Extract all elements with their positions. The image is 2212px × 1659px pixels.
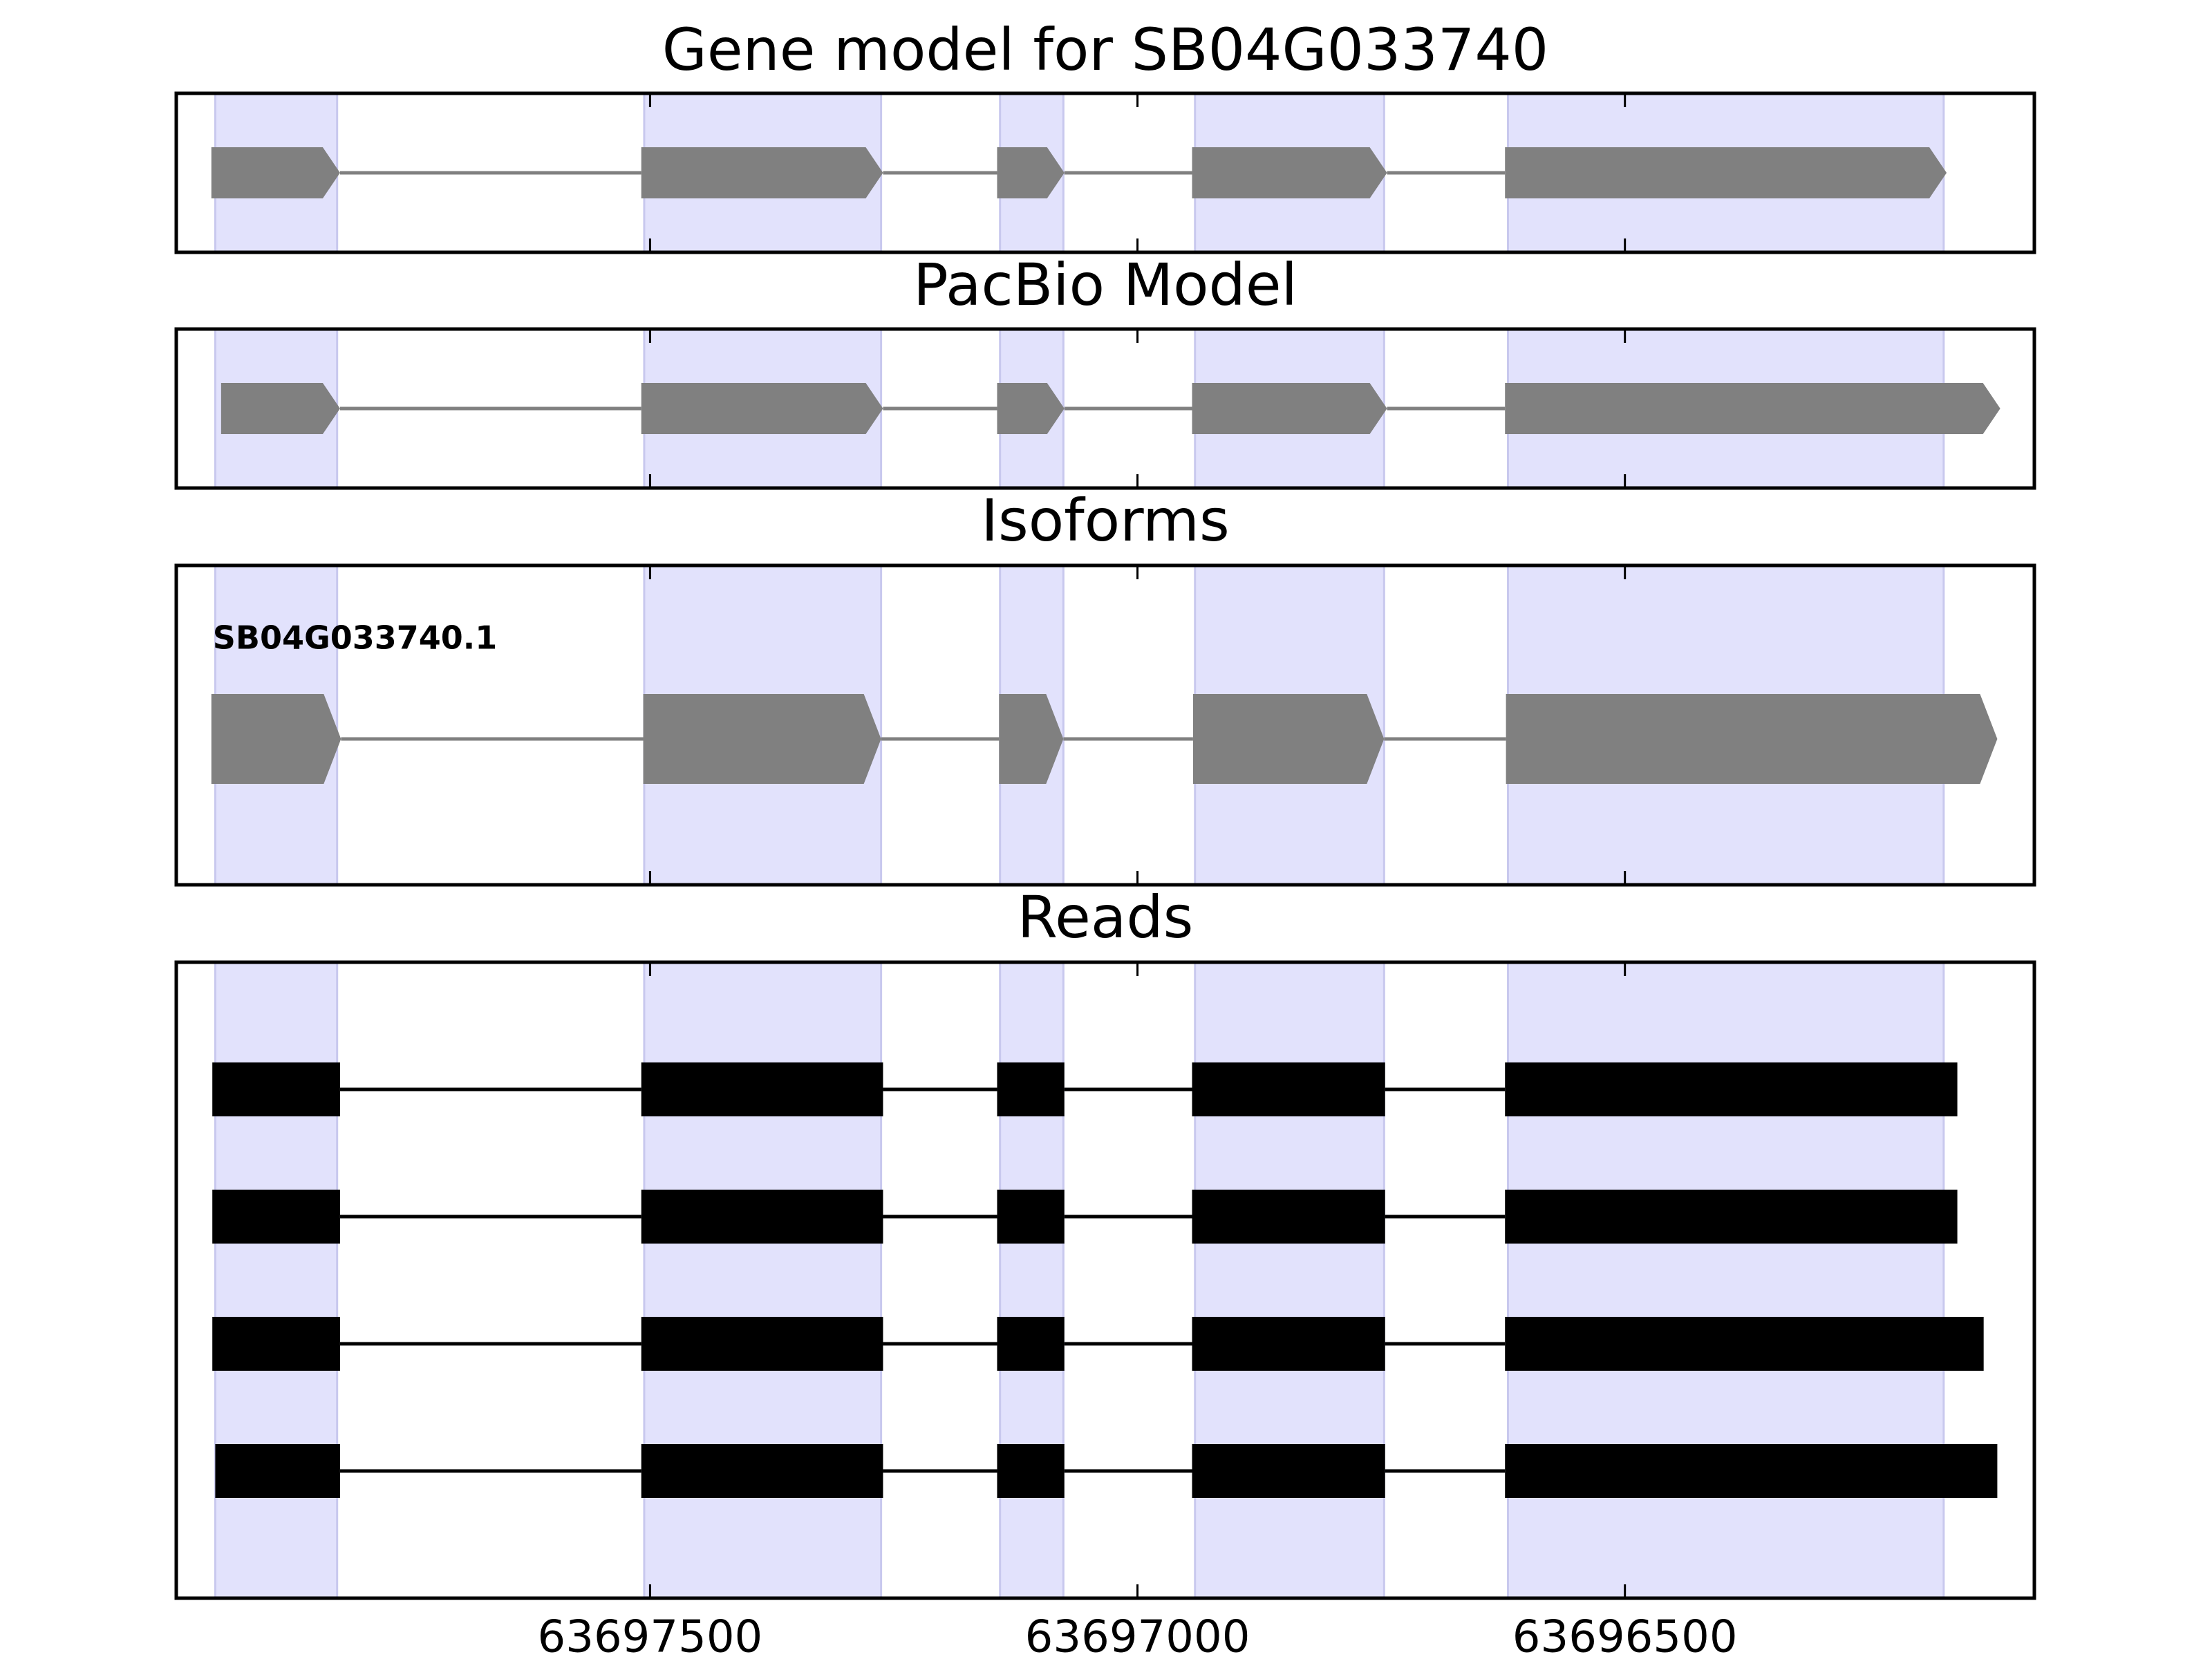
- read-block: [641, 1062, 883, 1116]
- highlight-region: [999, 961, 1065, 1600]
- panel-title: Isoforms: [981, 487, 1230, 554]
- highlight-region: [643, 961, 883, 1600]
- exon: [1505, 383, 2000, 434]
- read-block: [641, 1190, 883, 1244]
- exon: [999, 694, 1064, 784]
- read-block: [1505, 1444, 1998, 1498]
- x-tick-label: 63697500: [538, 1612, 763, 1659]
- read-block: [1505, 1190, 1958, 1244]
- panel-frame: [174, 960, 2036, 1600]
- highlight-region: [214, 961, 339, 1600]
- read-block: [641, 1444, 883, 1498]
- exon: [641, 147, 883, 198]
- exon: [1192, 694, 1385, 784]
- exon: [221, 383, 340, 434]
- read-block: [212, 1062, 340, 1116]
- read-block: [215, 1444, 340, 1498]
- highlight-region: [1506, 961, 1945, 1600]
- read-block: [997, 1190, 1065, 1244]
- exon: [643, 694, 881, 784]
- x-tick-label: 63696500: [1512, 1612, 1738, 1659]
- exon: [1506, 694, 1998, 784]
- panel-frame: [174, 563, 2036, 887]
- exon: [997, 383, 1065, 434]
- exon: [1192, 147, 1387, 198]
- panel-title: Reads: [1018, 883, 1194, 951]
- highlight-region: [1194, 961, 1385, 1600]
- exon: [211, 147, 340, 198]
- read-block: [641, 1317, 883, 1371]
- panel-frame: [174, 91, 2036, 254]
- read-block: [1192, 1190, 1385, 1244]
- read-block: [1505, 1062, 1958, 1116]
- x-tick-label: 63697000: [1025, 1612, 1250, 1659]
- panel-title: Gene model for SB04G033740: [662, 16, 1548, 84]
- read-block: [1192, 1317, 1385, 1371]
- exon: [1192, 383, 1387, 434]
- read-block: [997, 1444, 1065, 1498]
- read-block: [1505, 1317, 1984, 1371]
- exon: [1505, 147, 1947, 198]
- exon: [641, 383, 883, 434]
- exon: [997, 147, 1065, 198]
- panel-title: PacBio Model: [913, 251, 1297, 319]
- read-block: [997, 1317, 1065, 1371]
- exon: [211, 694, 341, 784]
- isoform-label: SB04G033740.1: [213, 619, 497, 657]
- read-block: [997, 1062, 1065, 1116]
- panel-frame: [174, 327, 2036, 490]
- read-block: [212, 1190, 340, 1244]
- read-block: [212, 1317, 340, 1371]
- read-block: [1192, 1062, 1385, 1116]
- read-block: [1192, 1444, 1385, 1498]
